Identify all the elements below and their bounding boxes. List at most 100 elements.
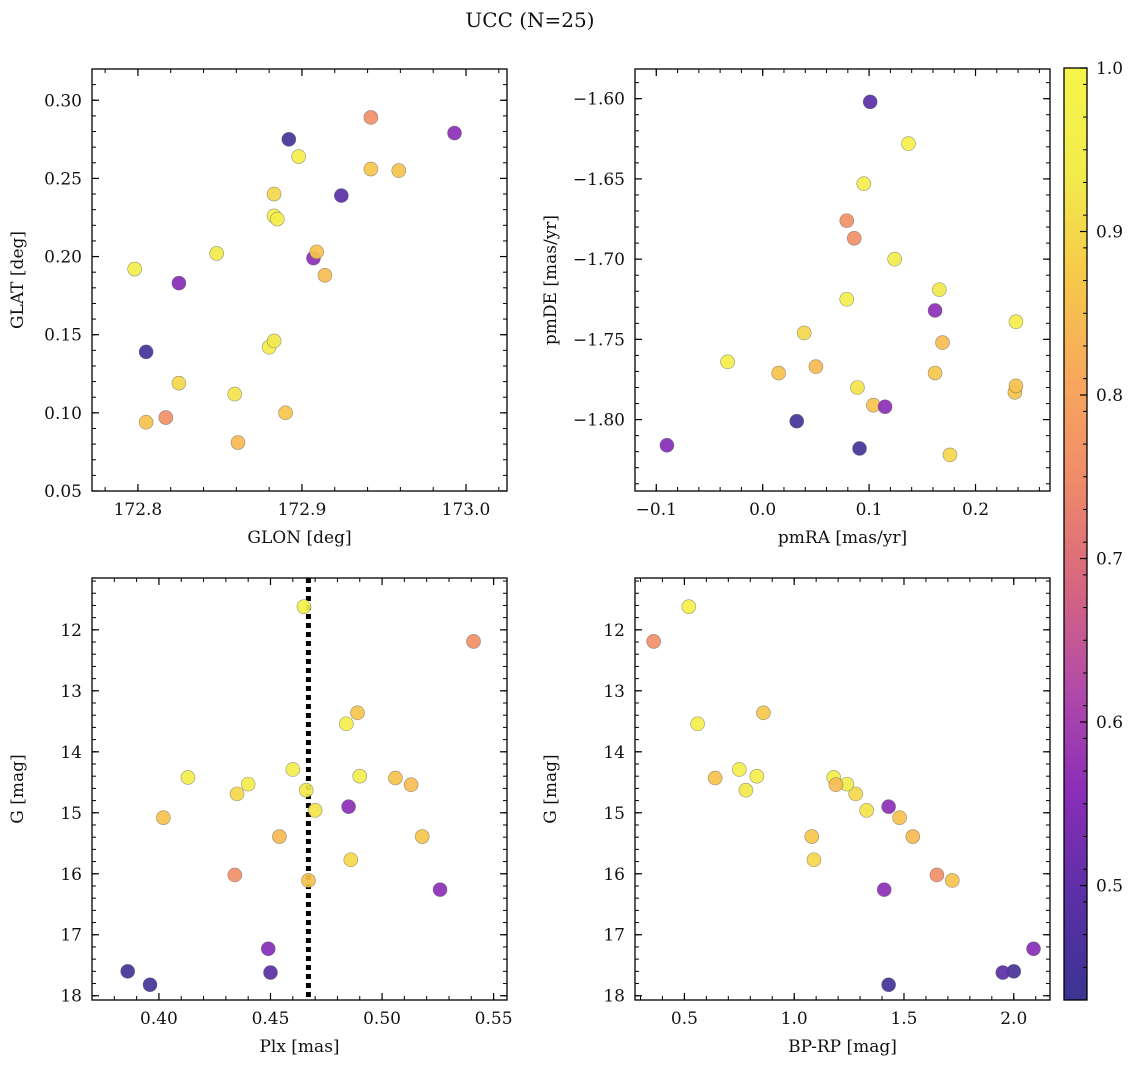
minor-ticks [634, 69, 1050, 491]
data-point [171, 275, 187, 291]
colorbar-tick-label: 0.9 [1096, 223, 1123, 243]
data-point [227, 867, 243, 883]
y-tick-label: 16 [603, 865, 625, 885]
x-tick-label: 0.1 [856, 500, 883, 520]
data-point [307, 803, 323, 818]
x-tick-label: 172.9 [278, 500, 327, 520]
data-point [731, 762, 747, 777]
y-tick-label: −1.60 [573, 90, 625, 110]
data-point [905, 829, 921, 844]
data-point [301, 873, 316, 888]
data-point [317, 268, 333, 283]
panels: 172.8 172.9 173.0 0.05 0.10 0.15 0.20 0.25 0.30 G… [8, 68, 1051, 1057]
x-tick-label: 1.5 [890, 1009, 917, 1029]
x-tick-label: 0.50 [363, 1009, 401, 1029]
data-point [846, 230, 862, 246]
major-ticks [92, 578, 507, 1000]
y-tick-label: 0.20 [44, 248, 82, 268]
data-point [935, 335, 950, 350]
data-point [839, 291, 855, 307]
y-tick-label: 13 [603, 682, 625, 702]
data-point [339, 716, 354, 732]
data-point [309, 244, 325, 260]
x-tick-label: 2.0 [1000, 1009, 1027, 1029]
data-point [808, 359, 824, 374]
data-point [432, 882, 448, 897]
data-point [127, 261, 142, 277]
data-point [260, 941, 276, 957]
data-point [887, 251, 902, 267]
scatter-panel-3: 0.40 0.45 0.50 0.55 12 13 14 15 16 17 18 Plx [mas] G… [8, 577, 513, 1057]
y-tick-label: 0.15 [44, 326, 82, 346]
y-tick-label: 18 [603, 987, 625, 1007]
axes-frame [91, 68, 508, 492]
y-tick-label: 15 [60, 804, 82, 824]
data-point [839, 213, 855, 228]
data-points [659, 94, 1024, 463]
data-point [828, 777, 844, 793]
y-tick-label: −1.70 [573, 250, 625, 270]
axes-frame [634, 68, 1051, 492]
y-tick-label: 12 [603, 621, 625, 641]
y-tick-label: 0.25 [44, 169, 82, 189]
y-tick-label: 13 [60, 682, 82, 702]
colorbar: 0.5 0.6 0.7 0.8 0.9 1.0 [1063, 59, 1123, 1001]
data-point [272, 829, 287, 844]
x-axis-label: Plx [mas] [259, 1037, 339, 1057]
data-point [296, 599, 312, 614]
data-point [804, 829, 820, 844]
data-point [796, 325, 812, 341]
data-point [771, 365, 786, 381]
data-point [856, 176, 872, 192]
data-point [363, 110, 379, 125]
x-tick-label: 0.55 [475, 1009, 513, 1029]
data-point [881, 799, 896, 814]
data-point [876, 882, 892, 897]
x-axis-label: GLON [deg] [247, 528, 351, 548]
data-point [789, 413, 805, 429]
data-point [862, 94, 878, 110]
y-axis-label: pmDE [mas/yr] [541, 215, 561, 345]
data-point [944, 873, 960, 888]
y-tick-label: −1.65 [573, 170, 625, 190]
x-tick-label: 173.0 [442, 500, 491, 520]
y-tick-label: 0.30 [44, 91, 82, 111]
axes-frame [634, 577, 1051, 1001]
scatter-panel-4: 0.5 1.0 1.5 2.0 12 13 14 15 16 17 18 BP-RP [mag] G [… [541, 577, 1051, 1057]
y-axis-label: G [mag] [8, 754, 28, 823]
major-ticks [635, 69, 1050, 491]
major-ticks [635, 578, 1050, 1000]
data-point [929, 867, 945, 883]
data-point [281, 132, 297, 147]
data-point [270, 211, 285, 227]
y-tick-label: 14 [603, 743, 625, 763]
x-axis-label: pmRA [mas/yr] [778, 528, 907, 548]
data-point [877, 399, 893, 415]
data-point [156, 810, 171, 825]
y-tick-label: 15 [603, 804, 625, 824]
y-tick-label: 18 [60, 987, 82, 1007]
colorbar-tick-label: 0.7 [1096, 550, 1123, 570]
y-tick-label: −1.80 [573, 411, 625, 431]
y-tick-label: −1.75 [573, 330, 625, 350]
data-point [859, 803, 874, 818]
data-point [180, 770, 196, 785]
scatter-panel-1: 172.8 172.9 173.0 0.05 0.10 0.15 0.20 0.25 0.30 G… [8, 68, 508, 548]
data-point [209, 246, 224, 261]
data-point [240, 776, 256, 792]
data-point [120, 964, 135, 979]
data-point [391, 163, 407, 178]
y-tick-label: 14 [60, 743, 82, 763]
data-point [388, 770, 403, 786]
y-tick-label: 17 [603, 926, 625, 946]
data-point [892, 810, 907, 825]
figure-title: UCC (N=25) [465, 8, 594, 32]
major-ticks [92, 69, 507, 492]
data-point [363, 161, 379, 177]
x-axis-label: BP-RP [mag] [788, 1037, 897, 1057]
data-point [1008, 314, 1024, 330]
data-point [171, 375, 187, 391]
data-point [350, 705, 365, 721]
minor-ticks [92, 68, 507, 492]
y-axis-label: G [mag] [541, 754, 561, 823]
